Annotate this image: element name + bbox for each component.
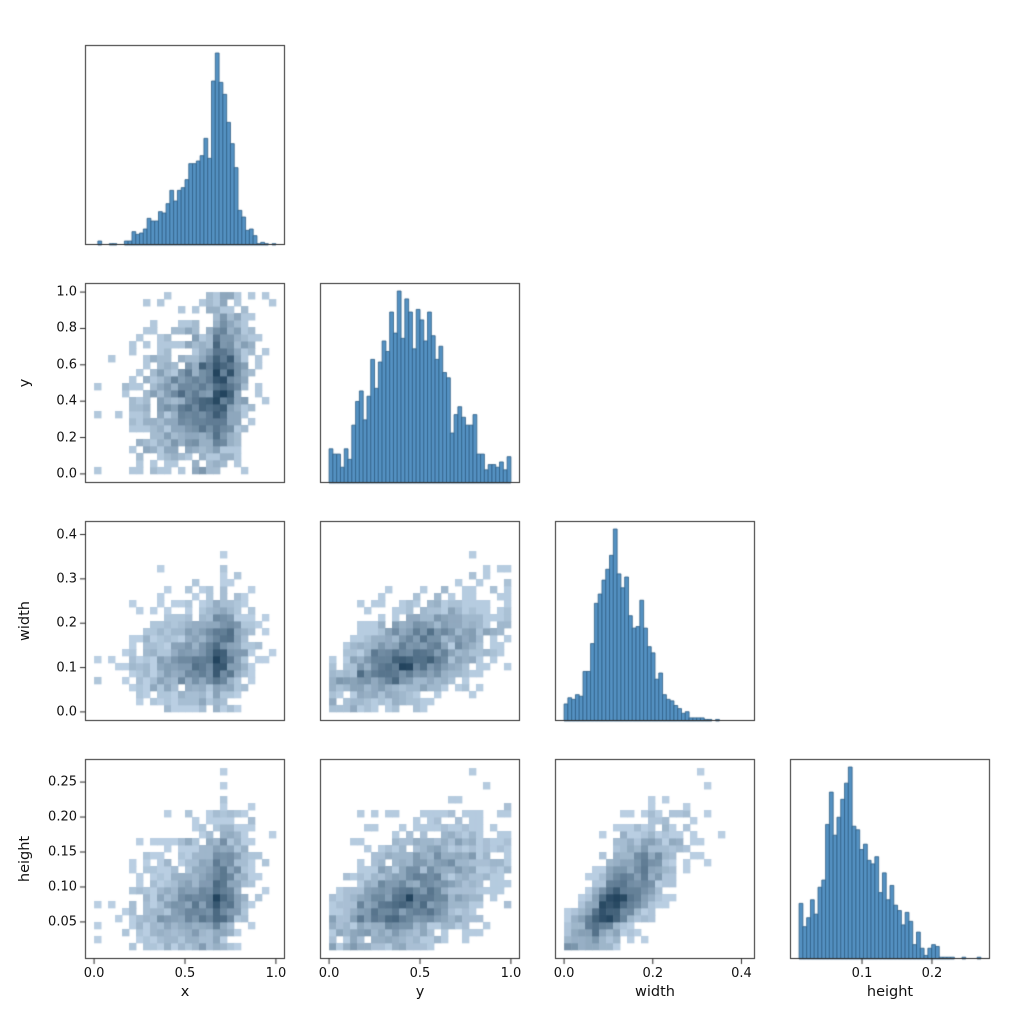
tick-label: 0.3 — [56, 571, 77, 587]
tick-label: 1.0 — [56, 284, 77, 300]
tick-label: 0.8 — [56, 320, 77, 336]
tick-label: 0.1 — [56, 660, 77, 676]
tick-label: 0.10 — [48, 879, 77, 895]
tick-label: 0.5 — [174, 966, 196, 981]
tick-label: 0.15 — [48, 844, 77, 860]
tick-label: 0.4 — [56, 527, 77, 543]
tick-label: 0.05 — [48, 914, 77, 930]
tick-label: 0.5 — [409, 966, 431, 981]
tick-label: 0.0 — [56, 466, 77, 482]
tick-label: 0.0 — [56, 704, 77, 720]
tick-label: 0.2 — [56, 615, 77, 631]
x-axis-label-x: x — [180, 984, 190, 1000]
tick-label: 0.4 — [731, 966, 752, 981]
tick-label: 0.2 — [642, 966, 664, 981]
tick-label: 0.4 — [56, 393, 77, 409]
tick-label: 0.1 — [851, 966, 873, 981]
y-axis-label-width: width — [16, 601, 33, 641]
tick-label: 0.6 — [56, 357, 77, 373]
tick-label: 0.0 — [318, 966, 340, 981]
x-axis-label-width: width — [635, 984, 675, 1000]
tick-label: 0.20 — [48, 809, 77, 825]
tick-label: 0.2 — [921, 966, 943, 981]
tick-label: 0.0 — [83, 966, 105, 981]
tick-label: 0.0 — [553, 966, 575, 981]
tick-label: 1.0 — [265, 966, 287, 981]
y-axis-label-y: y — [16, 378, 33, 388]
x-axis-label-y: y — [415, 984, 425, 1000]
tick-label: 0.2 — [56, 430, 77, 446]
y-axis-label-height: height — [16, 835, 33, 883]
tick-label: 0.25 — [48, 774, 77, 790]
tick-label: 1.0 — [500, 966, 522, 981]
x-axis-label-height: height — [866, 984, 914, 1000]
